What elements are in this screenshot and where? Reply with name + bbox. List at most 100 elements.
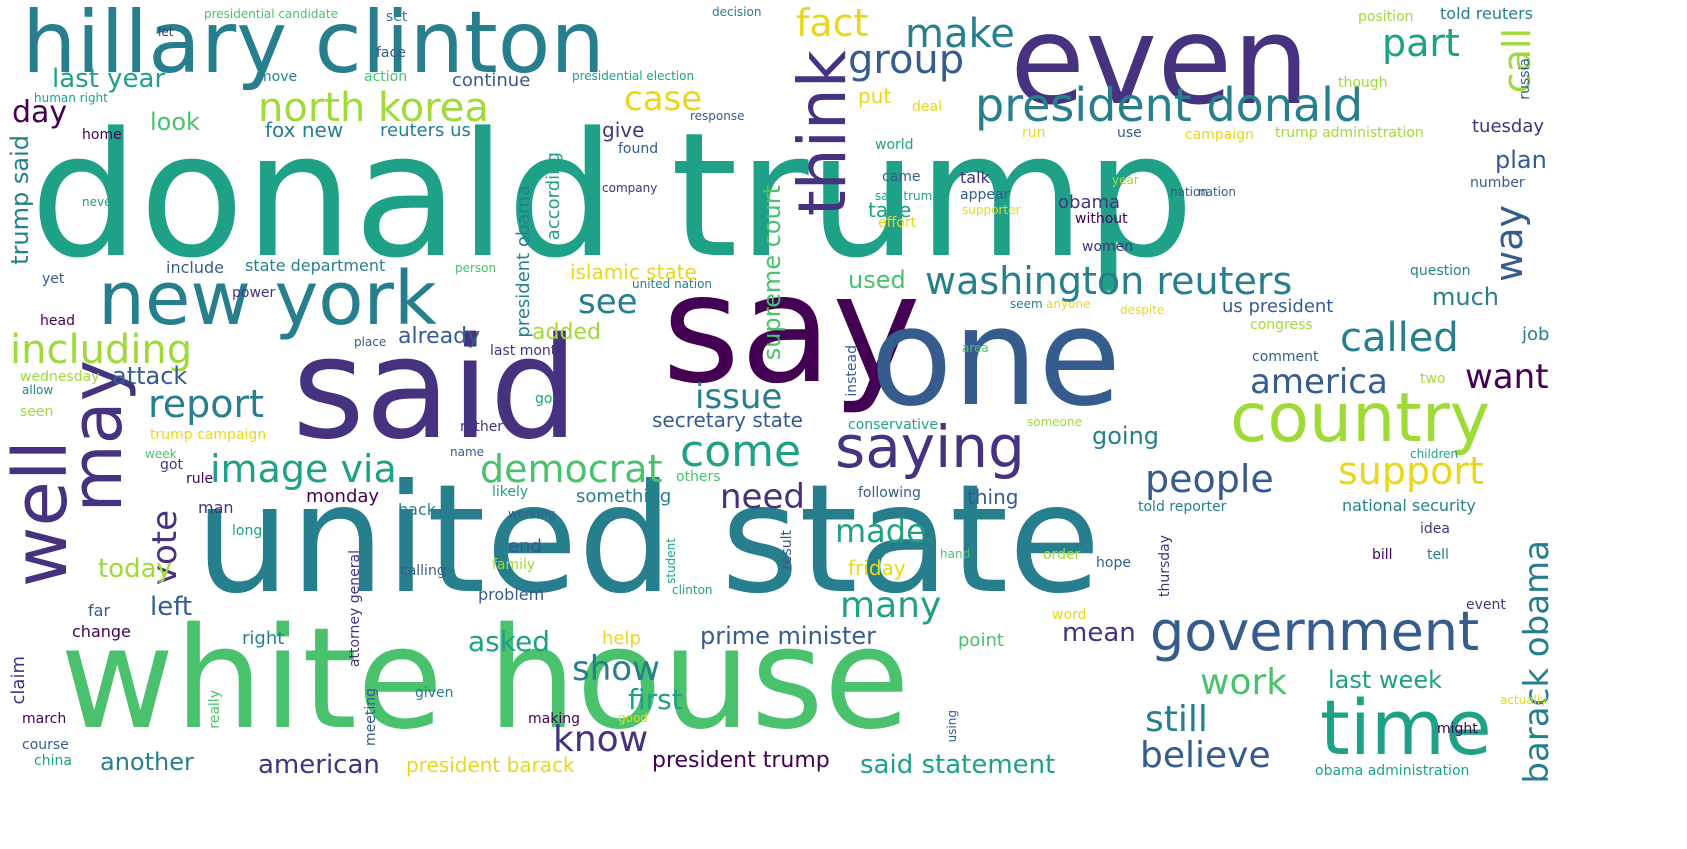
word: event	[1466, 597, 1506, 613]
word: want	[1465, 357, 1549, 397]
word: yet	[42, 271, 65, 287]
word: set	[386, 9, 408, 25]
word: made	[835, 512, 926, 550]
word: thursday	[1157, 535, 1173, 598]
word: fact	[796, 1, 869, 45]
word: one	[870, 279, 1122, 436]
word: human right	[34, 91, 108, 105]
word: came	[882, 169, 921, 185]
word: work	[1200, 662, 1288, 703]
word: supporter	[962, 203, 1021, 217]
word: long	[232, 523, 263, 539]
word: result	[779, 530, 795, 570]
word: told reporter	[1138, 499, 1227, 515]
word: course	[22, 737, 69, 753]
word: plan	[1495, 146, 1547, 174]
word: let	[158, 25, 174, 39]
word: last year	[52, 64, 166, 94]
word: seen	[20, 404, 54, 420]
word: saying	[835, 413, 1025, 481]
word: first	[628, 683, 683, 716]
word: presidential candidate	[204, 7, 338, 21]
word: decision	[712, 5, 762, 19]
word: well	[0, 440, 84, 588]
word: case	[624, 79, 703, 119]
word: place	[354, 335, 387, 349]
word: know	[553, 719, 649, 760]
word: instead	[844, 345, 860, 397]
word: called	[1340, 315, 1459, 361]
word: nation	[1170, 185, 1208, 199]
word: man	[198, 498, 234, 517]
word: said statement	[860, 750, 1056, 780]
word: world	[875, 137, 914, 153]
word: back	[398, 500, 437, 519]
word: person	[455, 261, 497, 275]
word: actually	[1500, 693, 1548, 707]
word: seem	[1010, 297, 1043, 311]
word: reuters us	[380, 120, 471, 141]
word: attack	[112, 362, 188, 390]
word: make	[905, 11, 1015, 57]
word: said	[292, 308, 579, 471]
word: though	[1338, 75, 1388, 91]
word: might	[1437, 721, 1478, 737]
word: state department	[245, 256, 386, 275]
word: wednesday	[20, 369, 100, 385]
word: including	[10, 327, 193, 373]
word: last month	[490, 343, 566, 359]
word: left	[150, 592, 193, 622]
word: trump said	[6, 135, 34, 265]
word: washington reuters	[925, 259, 1293, 303]
word: use	[1117, 125, 1142, 141]
word: year	[1112, 173, 1139, 187]
word: used	[848, 266, 906, 294]
word: going	[1092, 422, 1160, 450]
word: prime minister	[700, 622, 877, 650]
word: friday	[848, 556, 906, 580]
word: part	[1382, 21, 1460, 65]
word: run	[1022, 125, 1046, 141]
word: given	[415, 685, 454, 701]
word: president trump	[652, 748, 830, 773]
word: others	[676, 469, 721, 485]
word: change	[72, 622, 131, 641]
word: working	[508, 507, 556, 521]
word: claim	[8, 656, 29, 705]
word: allow	[22, 383, 54, 397]
word: added	[532, 320, 601, 345]
word: name	[450, 445, 485, 459]
word: children	[1410, 447, 1459, 461]
word: student	[664, 538, 678, 584]
word: white house	[60, 598, 910, 761]
word: barack obama	[1517, 540, 1557, 784]
word: calling	[400, 563, 446, 579]
word: north korea	[258, 85, 489, 131]
word: attorney general	[347, 550, 363, 668]
word: bill	[1372, 547, 1393, 563]
word: obama administration	[1315, 763, 1470, 779]
word: using	[945, 710, 959, 743]
word: point	[958, 630, 1004, 651]
word: congress	[1250, 317, 1313, 333]
word: rule	[186, 471, 214, 487]
word: action	[364, 69, 408, 85]
word: tuesday	[1472, 116, 1545, 137]
word: presidential election	[572, 69, 695, 83]
word: comment	[1252, 349, 1319, 365]
word: today	[98, 554, 172, 584]
word: area	[962, 341, 989, 355]
word: said trump	[875, 189, 940, 203]
word: end	[508, 536, 542, 557]
word: never	[82, 195, 117, 209]
word: meeting	[363, 688, 379, 747]
word: come	[680, 426, 802, 477]
word: number	[1470, 175, 1525, 191]
word: according	[543, 152, 564, 241]
word: position	[1358, 9, 1414, 25]
word: power	[232, 285, 276, 301]
word: march	[22, 711, 67, 727]
word: thing	[967, 485, 1019, 509]
word: hope	[1096, 555, 1131, 571]
word: obama	[1058, 192, 1121, 213]
